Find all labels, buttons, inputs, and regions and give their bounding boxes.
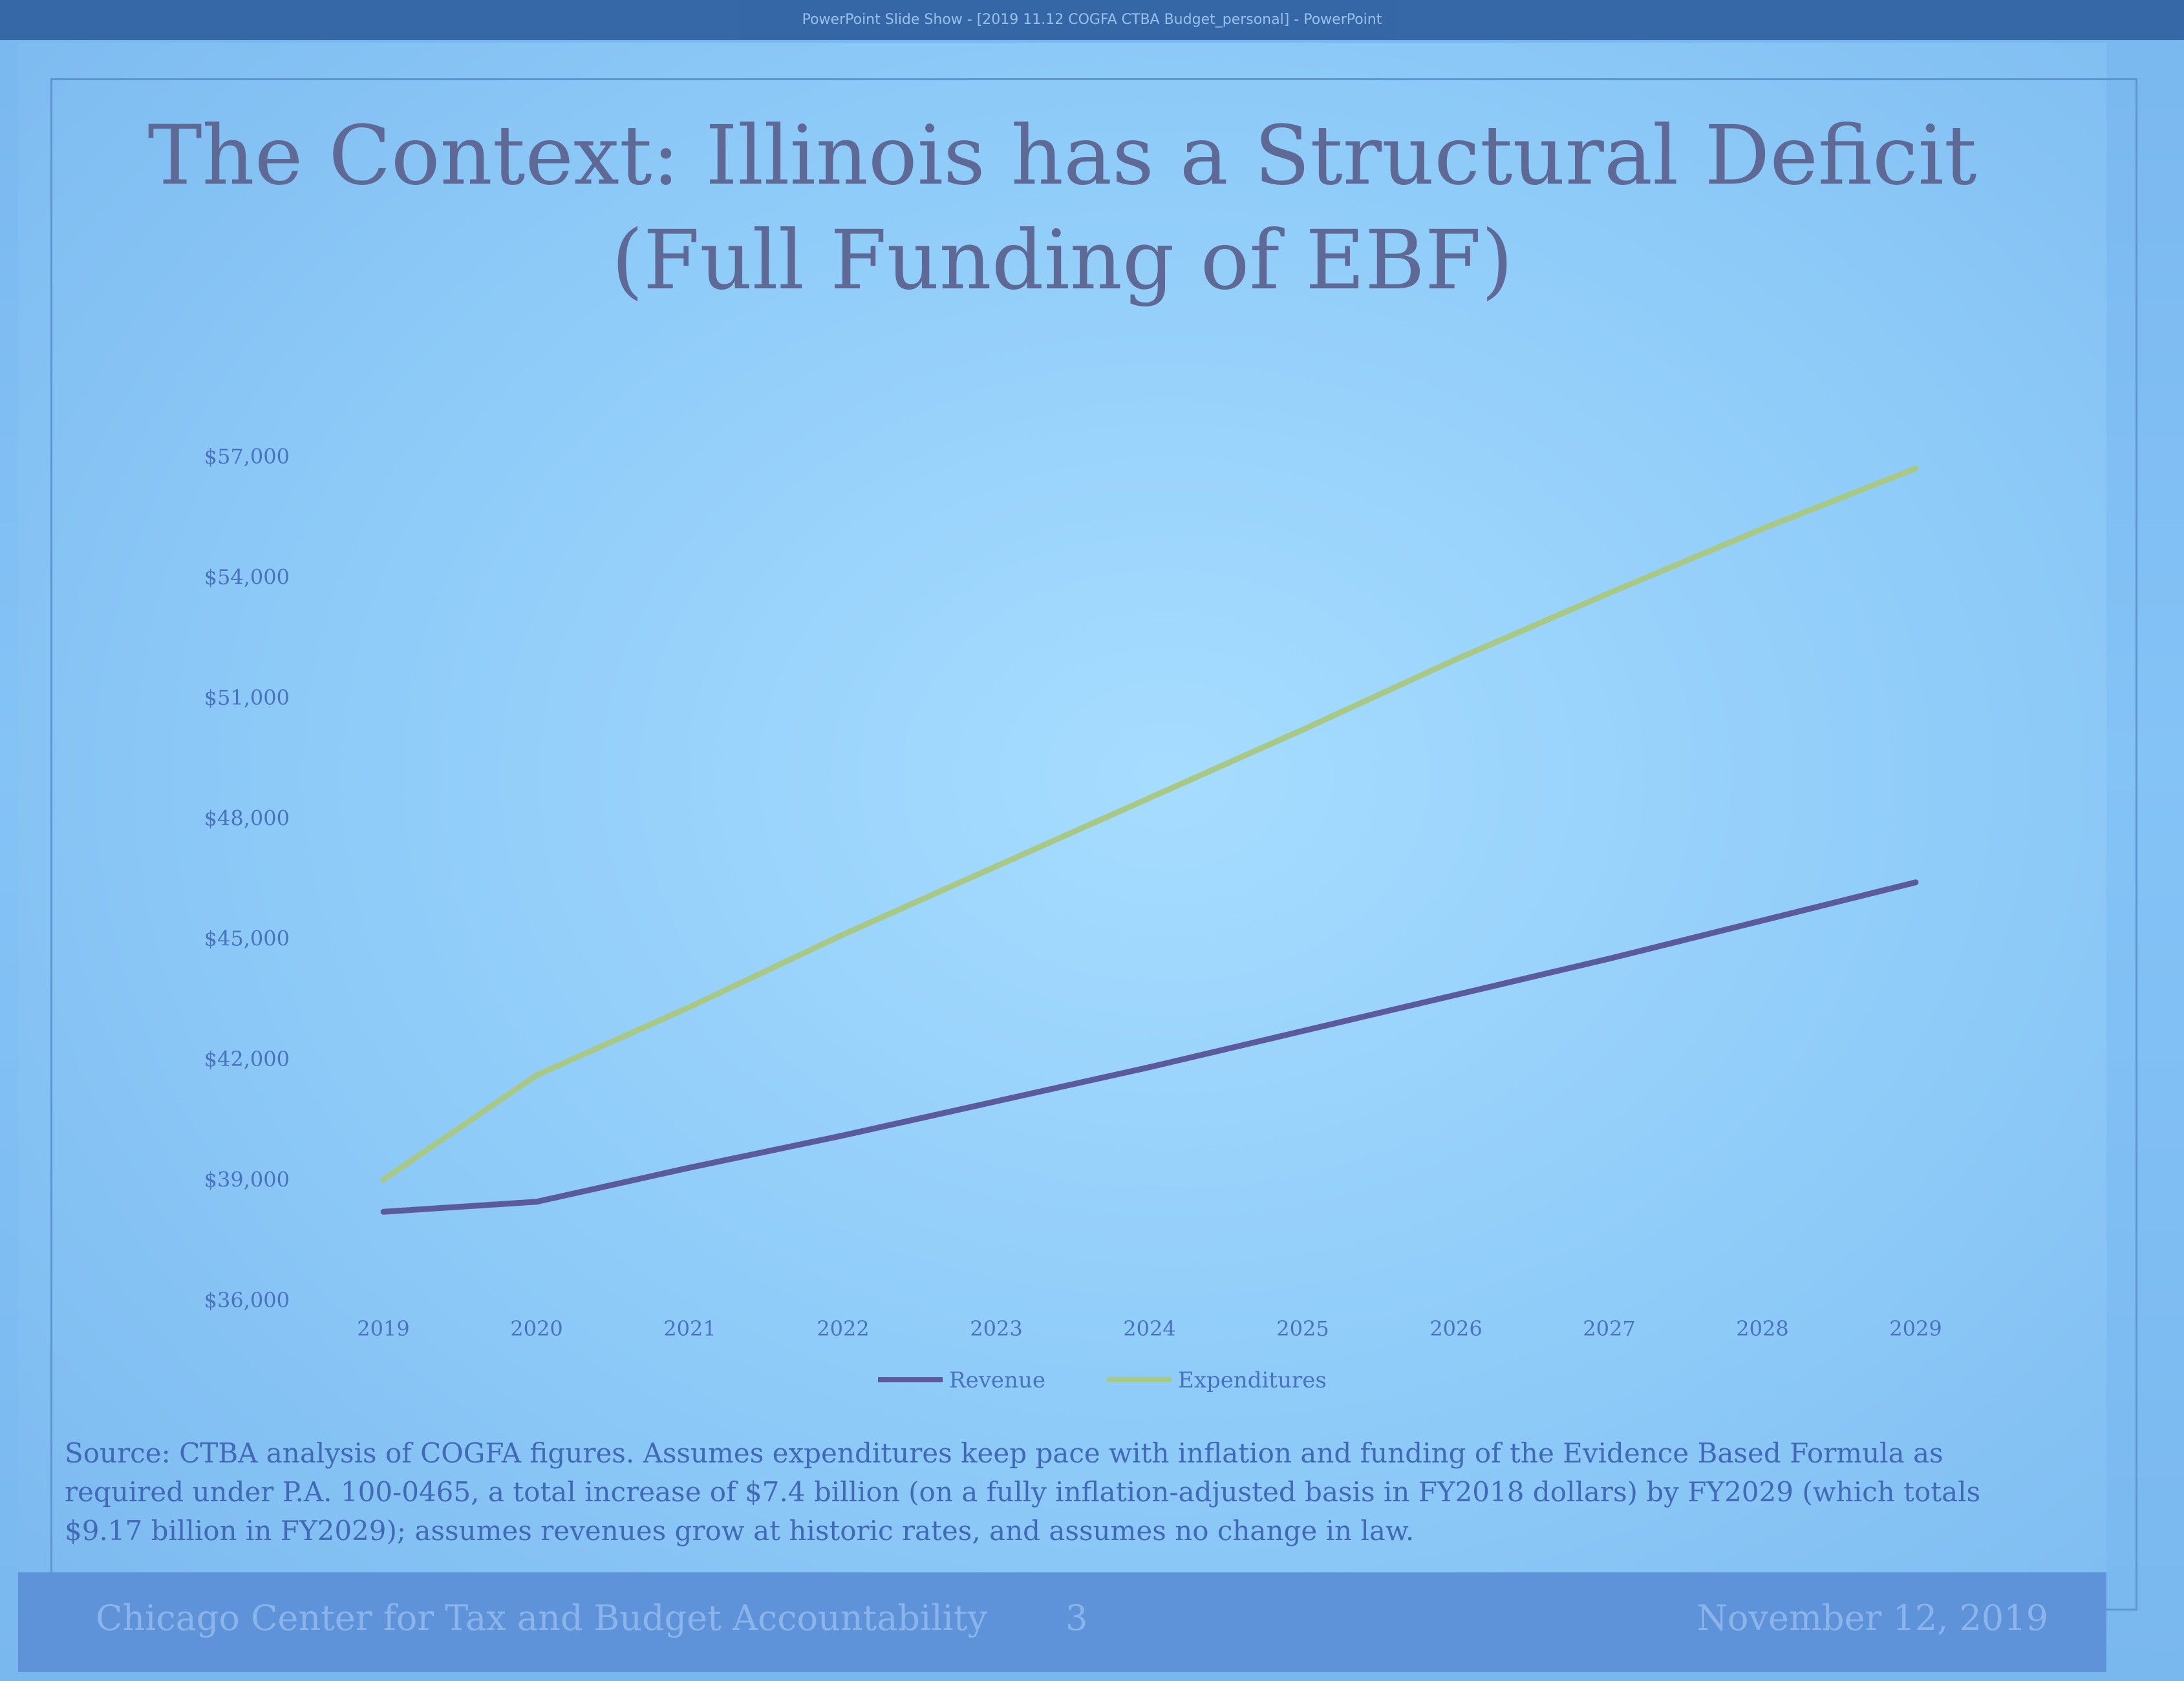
y-tick-label: $39,000 [204,1168,290,1192]
x-tick-label: 2029 [1889,1316,1942,1341]
x-tick-label: 2021 [663,1316,716,1341]
x-tick-label: 2023 [970,1316,1022,1341]
y-tick-label: $57,000 [204,444,290,469]
y-tick-label: $42,000 [204,1047,290,1071]
slide: The Context: Illinois has a Structural D… [18,43,2137,1672]
x-tick-label: 2024 [1123,1316,1175,1341]
x-tick-label: 2025 [1276,1316,1329,1341]
y-tick-label: $48,000 [204,806,290,830]
source-note: Source: CTBA analysis of COGFA figures. … [65,1437,1981,1547]
y-tick-label: $54,000 [204,564,290,589]
series-line-revenue [380,879,1919,1215]
y-tick-label: $36,000 [204,1288,290,1312]
series-line-expenditures [380,466,1919,1183]
x-tick-label: 2026 [1429,1316,1482,1341]
legend-label-expenditures: Expenditures [1178,1367,1327,1393]
y-tick-label: $45,000 [204,926,290,951]
x-axis-ticks: 2019 2020 2021 2022 2023 2024 2025 2026 2027 2028… [357,1316,1942,1341]
y-tick-label: $51,000 [204,685,290,710]
legend-label-revenue: Revenue [949,1367,1045,1393]
footer-date: November 12, 2019 [1697,1598,2048,1638]
window-title: PowerPoint Slide Show - [2019 11.12 COGF… [0,0,2184,40]
x-tick-label: 2028 [1736,1316,1788,1341]
x-tick-label: 2020 [510,1316,562,1341]
slide-title-line2: (Full Funding of EBF) [611,213,1514,308]
legend: Revenue Expenditures [878,1367,1327,1393]
x-tick-label: 2022 [817,1316,869,1341]
series-lines [380,466,1919,1215]
y-axis-ticks: $36,000 $39,000 $42,000 $45,000 $48,000 $51,0… [204,444,290,1312]
x-tick-label: 2019 [357,1316,409,1341]
x-tick-label: 2027 [1583,1316,1635,1341]
footer-page-number: 3 [1065,1598,1088,1638]
slide-title-line1: The Context: Illinois has a Structural D… [147,108,1977,203]
line-chart: $36,000 $39,000 $42,000 $45,000 $48,000 $51,0… [204,444,1942,1393]
footer-organization: Chicago Center for Tax and Budget Accoun… [96,1598,988,1638]
footer-bar: Chicago Center for Tax and Budget Accoun… [18,1572,2106,1672]
